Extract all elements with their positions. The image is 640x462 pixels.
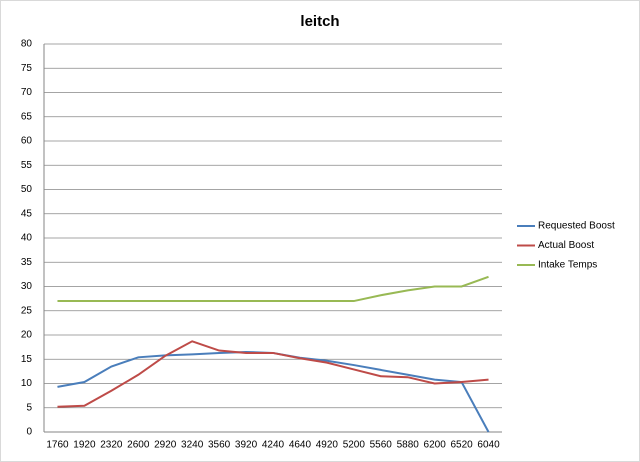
y-tick-label: 0 (26, 427, 32, 438)
legend-label: Intake Temps (538, 260, 597, 271)
y-tick-label: 35 (21, 257, 33, 268)
x-tick-label: 1920 (73, 440, 96, 451)
x-tick-label: 2600 (127, 440, 150, 451)
x-tick-label: 6200 (424, 440, 447, 451)
y-tick-label: 60 (21, 136, 33, 147)
legend-label: Actual Boost (538, 240, 594, 251)
y-tick-label: 65 (21, 111, 33, 122)
y-tick-label: 5 (26, 402, 32, 413)
x-tick-label: 3920 (235, 440, 258, 451)
x-tick-label: 2320 (100, 440, 123, 451)
legend-label: Requested Boost (538, 221, 615, 232)
series-line (57, 340, 489, 408)
y-tick-label: 30 (21, 281, 33, 292)
x-tick-label: 4640 (289, 440, 312, 451)
y-tick-label: 10 (21, 378, 33, 389)
x-tick-label: 6040 (477, 440, 500, 451)
x-tick-label: 3560 (208, 440, 231, 451)
x-tick-label: 6520 (450, 440, 473, 451)
y-tick-label: 15 (21, 354, 33, 365)
x-tick-label: 5880 (397, 440, 420, 451)
x-tick-label: 5560 (370, 440, 393, 451)
x-tick-label: 4240 (262, 440, 285, 451)
x-tick-label: 1760 (46, 440, 69, 451)
x-tick-label: 5200 (343, 440, 366, 451)
y-tick-label: 50 (21, 184, 33, 195)
x-tick-label: 4920 (316, 440, 339, 451)
y-tick-label: 40 (21, 233, 33, 244)
y-tick-label: 75 (21, 63, 33, 74)
y-tick-label: 55 (21, 160, 33, 171)
y-tick-label: 25 (21, 305, 33, 316)
series-line (57, 275, 489, 303)
x-tick-label: 2920 (154, 440, 177, 451)
y-tick-label: 70 (21, 87, 33, 98)
y-tick-label: 20 (21, 330, 33, 341)
chart-title: leitch (300, 13, 339, 30)
y-tick-label: 45 (21, 208, 33, 219)
y-tick-label: 80 (21, 39, 33, 50)
x-tick-label: 3240 (181, 440, 204, 451)
